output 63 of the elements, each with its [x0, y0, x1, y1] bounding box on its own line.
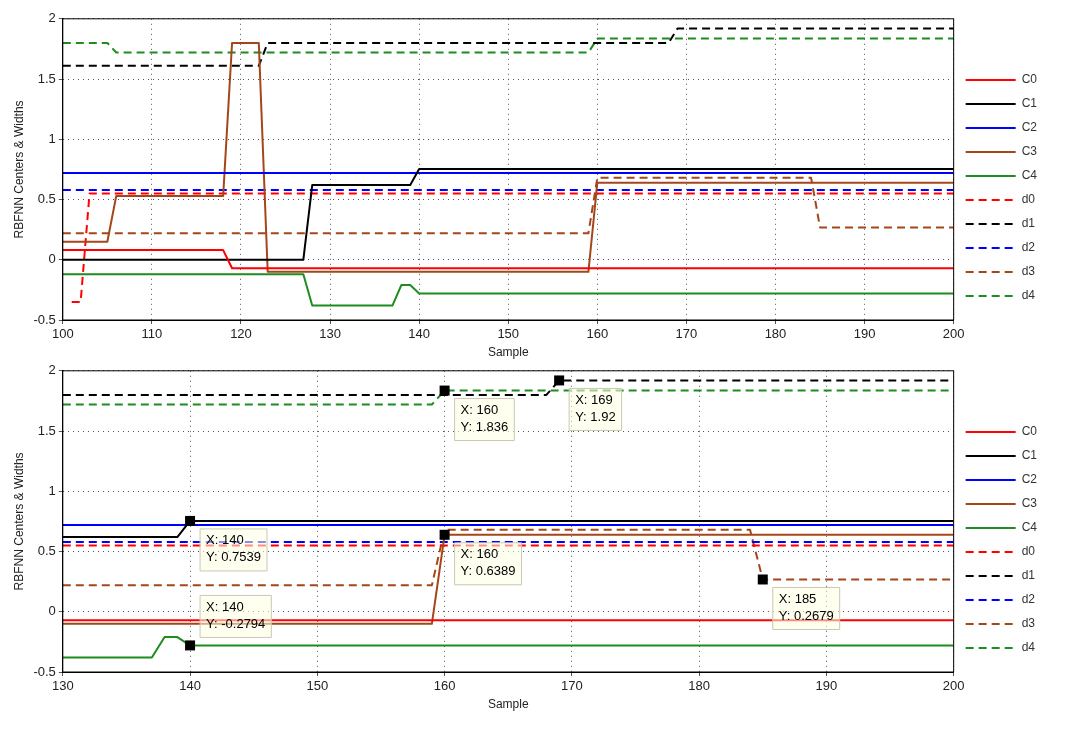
x-tick-label: 200	[942, 326, 965, 342]
annotation: X: 160 Y: 1.836	[460, 401, 509, 434]
x-tick-label: 200	[942, 678, 965, 694]
legend-label: C1	[1021, 448, 1038, 463]
legend-label: d0	[1021, 192, 1036, 207]
x-tick-label: 140	[408, 326, 430, 342]
annotation: X: 140 Y: 0.7539	[206, 532, 262, 565]
y-tick-label: 2	[48, 10, 56, 26]
x-tick-label: 170	[675, 326, 698, 342]
legend-label: d0	[1021, 544, 1036, 559]
annotation: X: 169 Y: 1.92	[575, 391, 616, 424]
legend-label: C3	[1021, 496, 1038, 511]
x-tick-label: 190	[853, 326, 876, 342]
legend-label: d2	[1021, 592, 1036, 607]
point	[185, 515, 196, 526]
x-tick-label: 110	[141, 326, 163, 342]
x-tick-label: 140	[179, 678, 201, 694]
y-axis-title: RBFNN Centers & Widths	[11, 452, 26, 591]
x-tick-label: 190	[815, 678, 838, 694]
x-tick-label: 150	[497, 326, 520, 342]
y-axis-title: RBFNN Centers & Widths	[11, 100, 26, 239]
y-tick-label: 2	[48, 362, 56, 378]
y-tick-label: -0.5	[33, 311, 56, 327]
annotation: X: 185 Y: 0.2679	[778, 590, 834, 623]
x-tick-label: 180	[764, 326, 787, 342]
legend-label: d3	[1021, 264, 1036, 279]
legend-label: d4	[1021, 640, 1036, 655]
y-tick-label: 1	[48, 482, 56, 498]
legend-label: d1	[1021, 568, 1036, 583]
legend-label: d1	[1021, 216, 1036, 231]
y-tick-label: 0.5	[37, 543, 56, 559]
legend-label: C0	[1021, 72, 1038, 87]
x-tick-label: 180	[688, 678, 710, 694]
legend-label: C4	[1021, 520, 1038, 535]
point	[554, 375, 565, 386]
x-tick-label: 130	[319, 326, 341, 342]
y-tick-label: 1.5	[37, 422, 56, 438]
x-tick-label: 160	[586, 326, 609, 342]
x-tick-label: 100	[51, 326, 74, 342]
y-tick-label: 1.5	[37, 70, 56, 86]
x-tick-label: 160	[433, 678, 456, 694]
y-tick-label: 0	[48, 251, 56, 267]
legend-label: C0	[1021, 424, 1038, 439]
x-axis-title: Sample	[487, 345, 529, 360]
legend-label: C3	[1021, 144, 1038, 159]
y-tick-label: -0.5	[33, 663, 56, 679]
y-tick-label: 0.5	[37, 191, 56, 207]
x-axis-title: Sample	[487, 697, 529, 712]
x-tick-label: 170	[561, 678, 583, 694]
legend-label: d3	[1021, 616, 1036, 631]
legend-label: C2	[1021, 472, 1038, 487]
annotation: X: 140 Y: -0.2794	[206, 598, 266, 631]
annotation: X: 160 Y: 0.6389	[460, 545, 516, 578]
x-tick-label: 150	[306, 678, 329, 694]
legend-label: d4	[1021, 288, 1036, 303]
legend-label: C4	[1021, 168, 1038, 183]
y-tick-label: 1	[48, 130, 56, 146]
x-tick-label: 120	[230, 326, 252, 342]
x-tick-label: 130	[51, 678, 74, 694]
legend-label: C2	[1021, 120, 1038, 135]
y-tick-label: 0	[48, 603, 56, 619]
legend-label: C1	[1021, 96, 1038, 111]
legend-label: d2	[1021, 240, 1036, 255]
